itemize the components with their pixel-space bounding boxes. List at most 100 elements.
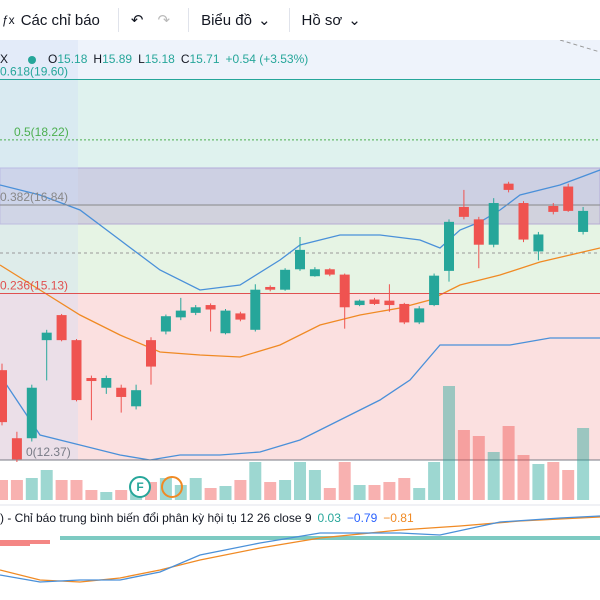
ohlc-legend: X O15.18 H15.89 L15.18 C15.71 +0.54 (+3.53%) xyxy=(0,52,308,66)
bg xyxy=(0,40,600,79)
candle-body xyxy=(116,387,127,397)
candle-body xyxy=(548,205,559,212)
candle-body xyxy=(250,289,261,330)
volume-bar xyxy=(100,492,113,500)
open: 15.18 xyxy=(57,52,87,66)
marker[interactable] xyxy=(129,476,151,498)
undo[interactable]: ↶ xyxy=(130,12,144,29)
candle-body xyxy=(280,269,291,290)
candle-body xyxy=(160,316,171,332)
chevron: ⌄ xyxy=(257,12,271,29)
macd-title: ) - Chỉ báo trung bình biến đổi phân kỳ … xyxy=(0,511,312,525)
l-label: L xyxy=(138,52,145,66)
candle-body xyxy=(56,315,67,341)
volume-bar xyxy=(383,482,396,500)
volume-bar xyxy=(487,452,500,500)
volume-bar xyxy=(532,464,545,500)
indicators-button[interactable]: Các chỉ báo xyxy=(20,11,100,29)
low: 15.18 xyxy=(145,52,175,66)
fib-label: 0(12.37) xyxy=(26,445,71,459)
candle-body xyxy=(309,269,320,277)
separator xyxy=(288,8,290,32)
h-label: H xyxy=(93,52,102,66)
macd-signal xyxy=(0,516,600,583)
candle-body xyxy=(339,274,350,308)
fib-label: 0.236(15.13) xyxy=(0,279,68,293)
candle-body xyxy=(369,299,380,304)
candle-body xyxy=(503,183,514,190)
volume-bar xyxy=(338,462,351,500)
volume-bar xyxy=(234,480,247,500)
candle-body xyxy=(175,310,186,318)
bollinger-lower xyxy=(0,337,600,461)
volume-bar xyxy=(249,462,262,500)
candle-body xyxy=(41,332,52,341)
volume-bar xyxy=(204,488,217,500)
c-label: C xyxy=(181,52,190,66)
volume-bar xyxy=(85,490,98,500)
selection xyxy=(0,40,78,460)
macd-histogram xyxy=(0,540,50,546)
rectangle-drawing[interactable] xyxy=(0,167,600,225)
volume-bar xyxy=(264,482,277,500)
volume-bar xyxy=(368,485,381,500)
chevron: ⌄ xyxy=(348,12,361,29)
macd-value: −0.79 xyxy=(347,511,378,525)
o-label: O xyxy=(48,52,57,66)
moving-average xyxy=(0,247,600,358)
fib-label: 0.5(18.22) xyxy=(14,125,69,139)
candle-body xyxy=(444,221,454,271)
macd-histogram xyxy=(60,536,600,540)
candle-body xyxy=(488,203,499,245)
candle-body xyxy=(429,275,440,306)
redo: ↷ xyxy=(157,12,171,29)
candle-body xyxy=(399,303,410,323)
candle-body xyxy=(146,340,156,367)
candle-body xyxy=(265,286,276,290)
candle-body xyxy=(220,310,231,334)
volume-bar xyxy=(472,436,485,500)
candle-body xyxy=(324,269,335,275)
chart: 0.618(19.60) 0.5(18.22) 0.382(16.84) 0.236(… xyxy=(0,40,600,600)
volume-bar xyxy=(562,470,575,500)
volume-bar xyxy=(517,455,530,500)
candle-body xyxy=(563,186,574,211)
volume-bar xyxy=(10,480,23,500)
fx-icon: ƒx xyxy=(2,13,15,27)
candle-body xyxy=(518,203,529,240)
volume-bar xyxy=(443,386,455,500)
volume-bar xyxy=(40,470,53,500)
profile-button[interactable]: Hồ sơ xyxy=(301,11,343,29)
candle-body xyxy=(101,377,112,388)
candle-body xyxy=(26,387,37,439)
macd-pane xyxy=(0,505,600,600)
candle-body xyxy=(384,300,395,306)
volume-bar xyxy=(115,490,128,500)
candle-body xyxy=(190,307,201,313)
volume-bar xyxy=(189,478,202,500)
fib-zone xyxy=(0,293,600,460)
volume-bar xyxy=(398,478,411,500)
close: 15.71 xyxy=(189,52,219,66)
high: 15.89 xyxy=(102,52,132,66)
macd-hist-value: 0.03 xyxy=(318,511,342,525)
macd-line xyxy=(0,515,600,583)
chart-button[interactable]: Biểu đồ xyxy=(201,11,252,29)
candle-body xyxy=(131,390,142,407)
volume-bar xyxy=(457,430,470,500)
candle-body xyxy=(533,234,544,252)
candle-body xyxy=(458,206,469,217)
candle-body xyxy=(205,305,216,310)
fib-zone xyxy=(0,79,600,205)
toolbar: ƒx Các chỉ báo ↶ ↷ Biểu đồ ⌄ Hồ sơ ⌄ xyxy=(0,0,600,41)
volume-bar xyxy=(547,462,560,500)
change: +0.54 (+3.53%) xyxy=(226,52,309,66)
volume-bar xyxy=(25,478,38,500)
marker-label: F xyxy=(136,480,143,494)
candle-body xyxy=(295,249,305,270)
marker[interactable] xyxy=(161,476,183,498)
fib-label: 0.382(16.84) xyxy=(0,190,68,204)
volume-bar xyxy=(323,488,336,500)
volume-bar xyxy=(294,462,306,500)
